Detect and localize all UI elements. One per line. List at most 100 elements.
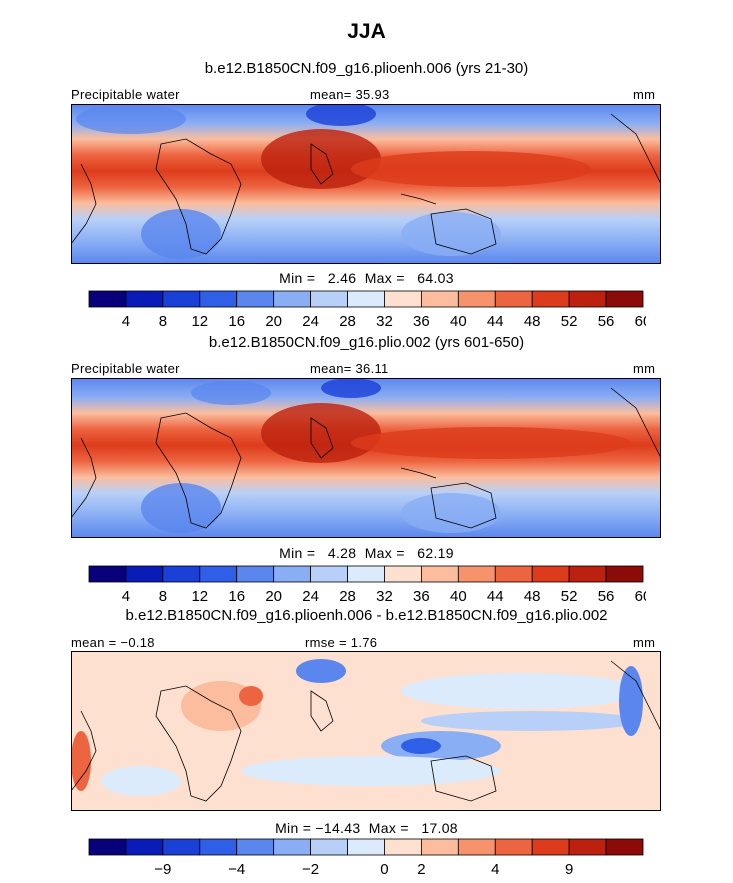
colorbar-tick-label: 28: [339, 588, 356, 605]
colorbar-swatch: [568, 290, 607, 308]
panel-2-map: [71, 378, 661, 538]
colorbar-swatch: [162, 838, 201, 856]
panel-1-mean-label: mean= 35.93: [310, 87, 390, 102]
panel-1-colorbar: 4812162024283236404448525660: [88, 290, 646, 330]
colorbar-tick-label: 4: [491, 861, 499, 878]
colorbar-tick-label: 4: [122, 313, 130, 330]
panel-2-stats: Min = 4.28 Max = 62.19: [279, 545, 454, 561]
colorbar-swatch: [384, 838, 422, 856]
colorbar-swatch: [531, 290, 570, 308]
panel-3-colorbar: −9 −4 −2 0 2 4 9: [88, 838, 644, 878]
colorbar-swatch: [236, 565, 275, 583]
colorbar-tick-label: 44: [487, 313, 504, 330]
colorbar-tick-label: 16: [228, 313, 245, 330]
colorbar-swatch: [531, 565, 570, 583]
colorbar-swatch: [273, 565, 312, 583]
colorbar-swatch: [531, 838, 570, 856]
colorbar-tick-label: 12: [191, 588, 208, 605]
colorbar-tick-label: 4: [122, 588, 130, 605]
panel-2-units-label: mm: [633, 361, 656, 376]
colorbar-tick-label: 8: [159, 313, 167, 330]
panel-1-map: [71, 104, 661, 264]
panel-3-case-title: b.e12.B1850CN.f09_g16.plioenh.006 - b.e1…: [125, 607, 608, 624]
colorbar-swatch: [199, 838, 238, 856]
colorbar-tick-label: 56: [598, 588, 615, 605]
colorbar-tick-label: 40: [450, 588, 467, 605]
colorbar-swatch: [568, 838, 607, 856]
colorbar-tick-label: 32: [376, 588, 393, 605]
colorbar-swatch: [310, 290, 348, 308]
colorbar-tick-label: 36: [413, 313, 430, 330]
colorbar-tick-label: 32: [376, 313, 393, 330]
panel-2-mean-label: mean= 36.11: [310, 361, 389, 376]
panel-2-case-title: b.e12.B1850CN.f09_g16.plio.002 (yrs 601-…: [208, 334, 525, 351]
colorbar-tick-label: 40: [450, 313, 467, 330]
colorbar-swatch: [420, 838, 459, 856]
colorbar-tick-label: 0: [380, 861, 388, 878]
colorbar-tick-label: −9: [154, 861, 171, 878]
colorbar-swatch: [457, 565, 496, 583]
colorbar-tick-label: 52: [561, 588, 578, 605]
panel-1-case-title: b.e12.B1850CN.f09_g16.plioenh.006 (yrs 2…: [204, 60, 529, 77]
colorbar-swatch: [273, 838, 312, 856]
colorbar-tick-label: 20: [265, 588, 282, 605]
colorbar-swatch: [273, 290, 312, 308]
panel-3-units-label: mm: [633, 635, 656, 650]
colorbar-swatch: [88, 565, 127, 583]
colorbar-swatch: [199, 565, 238, 583]
panel-3-mean-label: mean = −0.18: [71, 635, 155, 650]
panel-1-units-label: mm: [633, 87, 656, 102]
colorbar-tick-label: 44: [487, 588, 504, 605]
colorbar-tick-label: 60: [635, 313, 646, 330]
colorbar-swatch: [236, 290, 275, 308]
colorbar-swatch: [88, 838, 127, 856]
colorbar-swatch: [605, 290, 644, 308]
colorbar-tick-label: 28: [339, 313, 356, 330]
panel-3-rmse-label: rmse = 1.76: [305, 635, 378, 650]
colorbar-tick-label: 2: [417, 861, 425, 878]
colorbar-swatch: [494, 290, 533, 308]
colorbar-tick-label: 12: [191, 313, 208, 330]
colorbar-tick-label: 52: [561, 313, 578, 330]
colorbar-swatch: [88, 290, 127, 308]
colorbar-swatch: [125, 290, 164, 308]
colorbar-swatch: [494, 838, 533, 856]
colorbar-swatch: [125, 838, 164, 856]
panel-3-stats: Min = −14.43 Max = 17.08: [275, 820, 458, 836]
colorbar-swatch: [605, 565, 644, 583]
colorbar-swatch: [384, 565, 422, 583]
colorbar-tick-label: 56: [598, 313, 615, 330]
colorbar-tick-label: −2: [302, 861, 319, 878]
colorbar-swatch: [347, 565, 385, 583]
colorbar-swatch: [199, 290, 238, 308]
colorbar-swatch: [457, 290, 496, 308]
panel-1-variable-label: Precipitable water: [71, 87, 180, 102]
colorbar-tick-label: 20: [265, 313, 282, 330]
colorbar-tick-label: 16: [228, 588, 245, 605]
colorbar-tick-label: 24: [302, 313, 319, 330]
colorbar-swatch: [125, 565, 164, 583]
colorbar-tick-label: −4: [228, 861, 245, 878]
colorbar-swatch: [494, 565, 533, 583]
colorbar-tick-label: 9: [565, 861, 573, 878]
panel-2-variable-label: Precipitable water: [71, 361, 180, 376]
colorbar-swatch: [457, 838, 496, 856]
colorbar-swatch: [162, 290, 201, 308]
colorbar-swatch: [384, 290, 422, 308]
panel-2-colorbar: 4812162024283236404448525660: [88, 565, 646, 605]
colorbar-swatch: [568, 565, 607, 583]
colorbar-swatch: [420, 290, 459, 308]
colorbar-swatch: [236, 838, 275, 856]
chart-title: JJA: [347, 20, 386, 43]
colorbar-tick-label: 48: [524, 588, 541, 605]
colorbar-tick-label: 60: [635, 588, 646, 605]
panel-3-map: [71, 651, 661, 811]
colorbar-tick-label: 24: [302, 588, 319, 605]
panel-1-stats: Min = 2.46 Max = 64.03: [279, 270, 454, 286]
colorbar-swatch: [162, 565, 201, 583]
colorbar-swatch: [605, 838, 644, 856]
colorbar-tick-label: 48: [524, 313, 541, 330]
colorbar-swatch: [347, 838, 385, 856]
colorbar-tick-label: 36: [413, 588, 430, 605]
colorbar-swatch: [310, 838, 348, 856]
